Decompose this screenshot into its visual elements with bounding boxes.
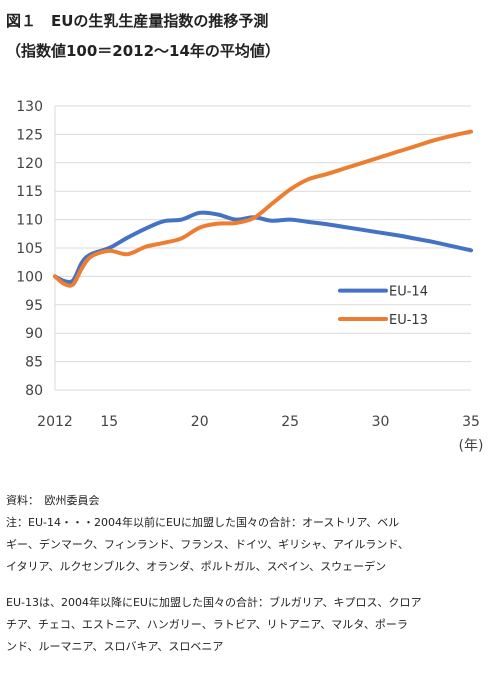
y-tick-label-80: 80 bbox=[25, 383, 43, 399]
y-tick-label-105: 105 bbox=[16, 241, 43, 257]
note-eu14-line2: ギー、デンマーク、フィンランド、フランス、ドイツ、ギリシャ、アイルランド、 bbox=[6, 538, 409, 551]
legend-label-eu-13: EU-13 bbox=[389, 313, 428, 328]
y-tick-label-130: 130 bbox=[16, 99, 43, 115]
note-eu13-line1: EU-13は、2004年以降にEUに加盟した国々の合計：ブルガリア、キプロス、ク… bbox=[6, 596, 422, 609]
y-tick-label-115: 115 bbox=[16, 184, 43, 200]
line-chart: 80 85 90 95 100 105 110 115 120 125 130 2012 15 20 25… bbox=[16, 99, 483, 454]
note-eu13-line3: ンド、ルーマニア、スロバキア、スロベニア bbox=[6, 640, 224, 653]
chart-title: 図１ EUの生乳生産量指数の推移予測 bbox=[6, 12, 269, 30]
x-tick-label-15: 15 bbox=[100, 414, 118, 430]
y-tick-label-100: 100 bbox=[16, 269, 43, 285]
note-eu14-line3: イタリア、ルクセンブルク、オランダ、ポルトガル、スペイン、スウェーデン bbox=[6, 560, 387, 573]
note-eu14-line1: 注：EU-14・・・2004年以前にEUに加盟した国々の合計：オーストリア、ベル bbox=[6, 516, 400, 529]
chart-subtitle: （指数値100＝2012～14年の平均値） bbox=[6, 42, 280, 60]
y-axis: 80 85 90 95 100 105 110 115 120 125 130 bbox=[16, 99, 43, 399]
series-line-eu-14 bbox=[53, 210, 473, 285]
x-tick-label-30: 30 bbox=[372, 414, 390, 430]
y-tick-label-85: 85 bbox=[25, 355, 43, 371]
notes-section: 資料： 欧州委員会 注：EU-14・・・2004年以前にEUに加盟した国々の合計… bbox=[6, 490, 491, 658]
x-tick-label-2012: 2012 bbox=[37, 414, 73, 430]
series-line-eu-13 bbox=[53, 129, 473, 288]
y-tick-label-120: 120 bbox=[16, 156, 43, 172]
legend: EU-14 EU-13 bbox=[338, 285, 428, 328]
legend-label-eu-14: EU-14 bbox=[389, 285, 428, 300]
x-tick-label-35: 35 bbox=[462, 414, 480, 430]
source-note: 資料： 欧州委員会 bbox=[6, 494, 100, 507]
x-axis: 2012 15 20 25 30 35 (年) bbox=[37, 414, 483, 454]
y-tick-label-125: 125 bbox=[16, 127, 43, 143]
grid-lines bbox=[54, 105, 471, 391]
x-tick-label-20: 20 bbox=[191, 414, 209, 430]
note-eu13-line2: チア、チェコ、エストニア、ハンガリー、ラトビア、リトアニア、マルタ、ポーラ bbox=[6, 618, 408, 631]
y-tick-label-110: 110 bbox=[16, 213, 43, 229]
series-lines bbox=[53, 129, 473, 288]
y-tick-label-95: 95 bbox=[25, 298, 43, 314]
x-axis-unit: (年) bbox=[459, 438, 484, 454]
y-tick-label-90: 90 bbox=[25, 326, 43, 342]
x-tick-label-25: 25 bbox=[281, 414, 299, 430]
